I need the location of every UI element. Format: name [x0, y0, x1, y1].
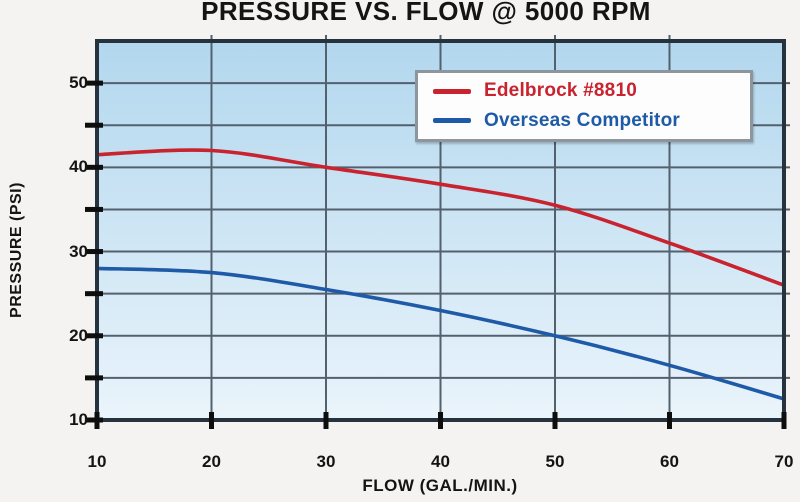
legend-label: Edelbrock #8810: [484, 80, 637, 102]
legend: Edelbrock #8810 Overseas Competitor: [415, 70, 753, 142]
x-tick: [552, 412, 558, 429]
x-tick: [667, 412, 672, 429]
y-tick: [85, 333, 103, 339]
y-tick: [85, 80, 103, 86]
legend-swatch-red-line: [433, 88, 471, 94]
legend-item-competitor: Overseas Competitor: [433, 110, 750, 132]
y-tick-label: 20: [69, 325, 88, 345]
x-tick-label: 10: [87, 452, 107, 471]
y-axis-title: PRESSURE (PSI): [8, 182, 25, 318]
x-tick: [94, 412, 100, 429]
series-line-edelbrock: [95, 148, 786, 287]
x-tick: [438, 412, 443, 429]
x-tick: [209, 412, 214, 429]
legend-item-edelbrock: Edelbrock #8810: [433, 80, 750, 102]
y-tick: [85, 249, 103, 255]
legend-label: Overseas Competitor: [484, 109, 680, 131]
y-tick-label: 40: [69, 157, 88, 177]
chart-title: PRESSURE VS. FLOW @ 5000 RPM: [201, 0, 651, 26]
x-tick-label: 30: [316, 452, 336, 471]
x-tick-label: 50: [545, 452, 565, 471]
x-tick: [781, 412, 787, 429]
legend-swatch-blue-line: [433, 118, 471, 124]
x-tick-label: 70: [774, 452, 794, 471]
x-tick-label: 40: [431, 452, 450, 471]
y-tick: [85, 122, 103, 128]
y-tick: [85, 417, 103, 423]
y-tick-label: 10: [69, 410, 88, 429]
y-tick-label: 50: [69, 73, 88, 93]
y-tick-label: 30: [69, 241, 88, 261]
y-tick: [85, 206, 103, 212]
x-tick-label: 20: [202, 452, 221, 471]
y-tick: [85, 164, 103, 170]
x-axis-title: FLOW (GAL./MIN.): [362, 476, 518, 495]
series-line-competitor: [95, 266, 786, 401]
x-tick: [323, 412, 329, 429]
y-tick: [85, 291, 103, 297]
y-tick: [85, 375, 103, 381]
x-tick-label: 60: [660, 452, 679, 471]
